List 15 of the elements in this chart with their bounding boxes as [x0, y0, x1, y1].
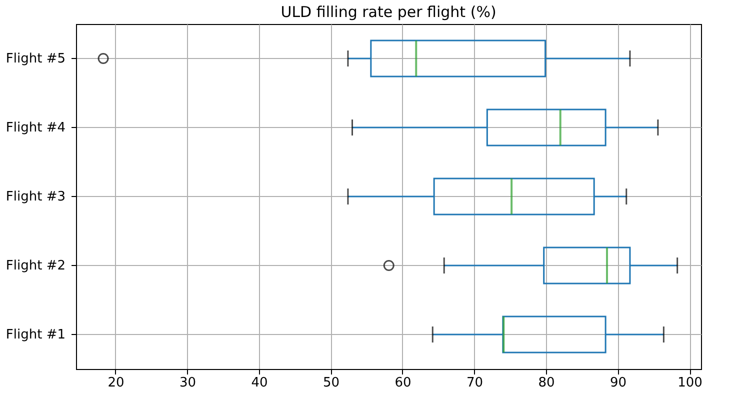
y-tick-label: Flight #2 [6, 258, 66, 274]
x-tick-label: 50 [322, 376, 340, 390]
x-tick-label: 60 [394, 376, 412, 390]
y-tick-label: Flight #5 [6, 52, 66, 66]
x-tick-label: 70 [466, 376, 484, 390]
y-tick-label: Flight #1 [6, 328, 66, 342]
x-tick-label: 100 [678, 376, 702, 390]
x-tick-label: 20 [108, 376, 124, 390]
chart-title: ULD filling rate per flight (%) [280, 3, 496, 21]
x-tick-label: 30 [179, 376, 196, 390]
x-tick-label: 90 [610, 376, 627, 390]
x-tick-label: 80 [538, 376, 555, 390]
y-tick-label: Flight #3 [6, 190, 66, 204]
x-tick-label: 40 [251, 376, 268, 390]
y-tick-label: Flight #4 [6, 120, 66, 136]
